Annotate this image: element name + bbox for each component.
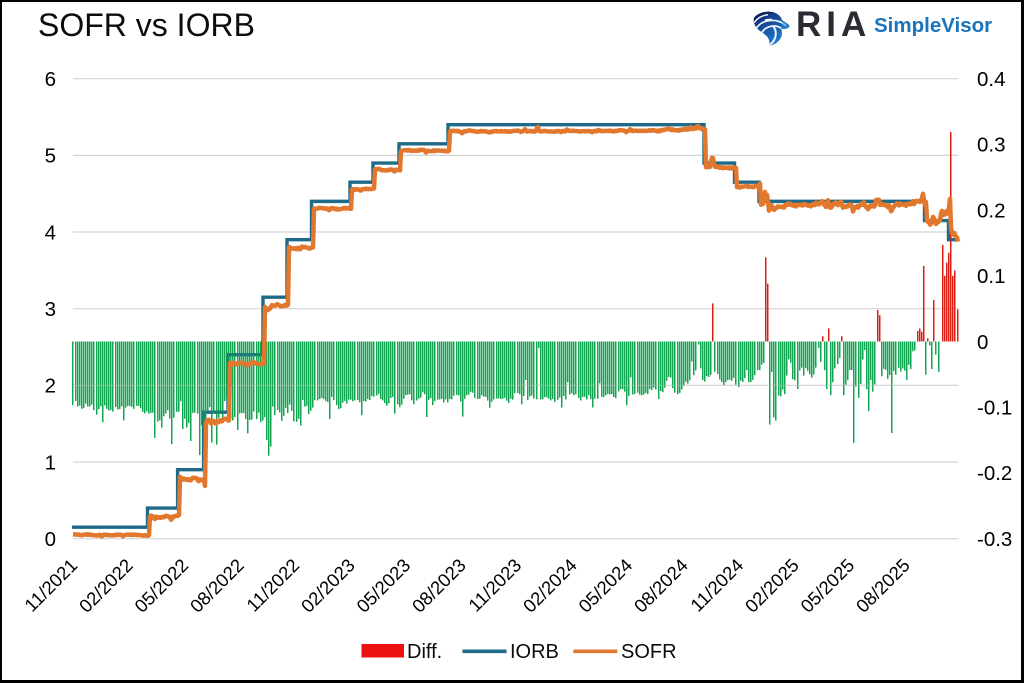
svg-text:0: 0: [45, 528, 56, 551]
svg-text:02/2025: 02/2025: [741, 554, 803, 616]
svg-text:4: 4: [45, 221, 56, 244]
svg-text:IORB: IORB: [510, 641, 559, 663]
svg-text:08/2022: 08/2022: [186, 554, 248, 616]
svg-text:05/2023: 05/2023: [352, 554, 414, 616]
svg-text:6: 6: [45, 68, 56, 91]
svg-text:11/2022: 11/2022: [242, 554, 303, 615]
svg-text:-0.1: -0.1: [977, 397, 1012, 420]
svg-text:0.1: 0.1: [977, 265, 1006, 288]
svg-text:02/2023: 02/2023: [297, 554, 359, 616]
svg-text:5: 5: [45, 145, 56, 168]
svg-text:08/2025: 08/2025: [852, 554, 914, 616]
svg-text:05/2022: 05/2022: [130, 554, 192, 616]
svg-text:02/2022: 02/2022: [75, 554, 137, 616]
svg-text:0.3: 0.3: [977, 134, 1006, 157]
svg-text:SOFR: SOFR: [621, 641, 677, 663]
svg-text:2: 2: [45, 375, 56, 398]
svg-text:0: 0: [977, 331, 988, 354]
svg-text:11/2023: 11/2023: [464, 554, 525, 615]
svg-text:3: 3: [45, 298, 56, 321]
svg-text:08/2024: 08/2024: [630, 554, 692, 616]
svg-text:02/2024: 02/2024: [519, 554, 581, 616]
svg-text:05/2024: 05/2024: [574, 554, 636, 616]
svg-text:-0.3: -0.3: [977, 528, 1012, 551]
svg-text:11/2021: 11/2021: [20, 554, 81, 615]
svg-text:11/2024: 11/2024: [686, 554, 747, 615]
svg-text:-0.2: -0.2: [977, 462, 1012, 485]
svg-text:08/2023: 08/2023: [408, 554, 470, 616]
svg-text:1: 1: [45, 451, 56, 474]
svg-text:05/2025: 05/2025: [796, 554, 858, 616]
svg-text:0.2: 0.2: [977, 199, 1006, 222]
svg-text:0.4: 0.4: [977, 68, 1006, 91]
svg-text:Diff.: Diff.: [407, 641, 442, 663]
